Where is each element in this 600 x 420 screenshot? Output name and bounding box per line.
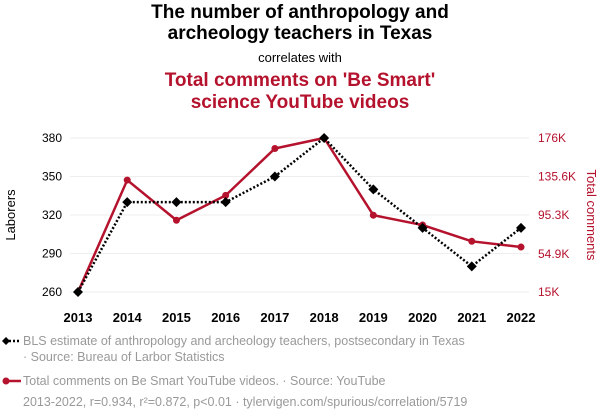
- series-2-point: [172, 216, 180, 224]
- legend-series-2-marker: [2, 377, 10, 385]
- series-2-point: [517, 243, 525, 251]
- chart-title-2: Total comments on 'Be Smart' science You…: [0, 70, 600, 114]
- series-1-point: [417, 222, 428, 233]
- legend-series-2: Total comments on Be Smart YouTube video…: [23, 374, 386, 388]
- chart-title: The number of anthropology and archeolog…: [0, 2, 600, 44]
- y-tick-label-right: 135.6K: [538, 170, 576, 184]
- y-tick-label-left: 320: [42, 208, 62, 222]
- legend-series-1-marker: [2, 337, 10, 345]
- series-2-point: [369, 211, 377, 219]
- series-2-point: [468, 237, 476, 245]
- x-tick-label: 2021: [457, 310, 486, 325]
- y-tick-label-left: 350: [42, 170, 62, 184]
- x-tick-label: 2018: [310, 310, 339, 325]
- y-tick-label-right: 176K: [538, 131, 566, 145]
- series-1-point: [73, 287, 83, 297]
- y-tick-label-right: 15K: [538, 285, 559, 299]
- x-tick-label: 2017: [260, 310, 289, 325]
- legend-series-1-line-2: · Source: Bureau of Larbor Statistics: [23, 350, 225, 364]
- series-1-point: [368, 184, 379, 195]
- y-tick-label-right: 95.3K: [538, 208, 569, 222]
- x-tick-label: 2022: [507, 310, 536, 325]
- title-line-1: The number of anthropology and: [151, 2, 449, 23]
- x-tick-label: 2013: [64, 310, 93, 325]
- x-tick-label: 2019: [359, 310, 388, 325]
- legend-series-1: BLS estimate of anthropology and archeol…: [23, 333, 465, 365]
- correlates-with-label: correlates with: [258, 50, 342, 65]
- series-1-point: [466, 261, 477, 272]
- y-axis-label-right: Total comments: [584, 169, 599, 261]
- series-1-point: [171, 197, 182, 208]
- x-tick-label: 2015: [162, 310, 191, 325]
- series-1-point: [319, 133, 330, 143]
- legend-series-1-line-1: BLS estimate of anthropology and archeol…: [23, 334, 465, 348]
- series-2-line: [76, 136, 522, 293]
- footer-stats: 2013-2022, r=0.934, r²=0.872, p<0.01 · t…: [23, 395, 468, 409]
- series-2-point: [271, 145, 279, 153]
- x-tick-label: 2020: [408, 310, 437, 325]
- y-tick-label-left: 260: [42, 285, 62, 299]
- y-tick-label-left: 380: [42, 131, 62, 145]
- x-tick-label: 2016: [211, 310, 240, 325]
- series-1-point: [220, 197, 231, 208]
- series-1-point: [516, 222, 526, 233]
- y-axis-label-left: Laborers: [3, 189, 18, 241]
- y-tick-label-right: 54.9K: [538, 247, 569, 261]
- y-tick-label-left: 290: [42, 247, 62, 261]
- series-2-point: [222, 191, 230, 199]
- series-2-point: [123, 176, 131, 184]
- title-line-2: archeology teachers in Texas: [167, 23, 433, 44]
- x-tick-label: 2014: [113, 310, 143, 325]
- title2-line-1: Total comments on 'Be Smart': [164, 70, 436, 91]
- series-1-point: [269, 171, 280, 182]
- series-1-point: [122, 197, 133, 208]
- title2-line-2: science YouTube videos: [190, 92, 410, 113]
